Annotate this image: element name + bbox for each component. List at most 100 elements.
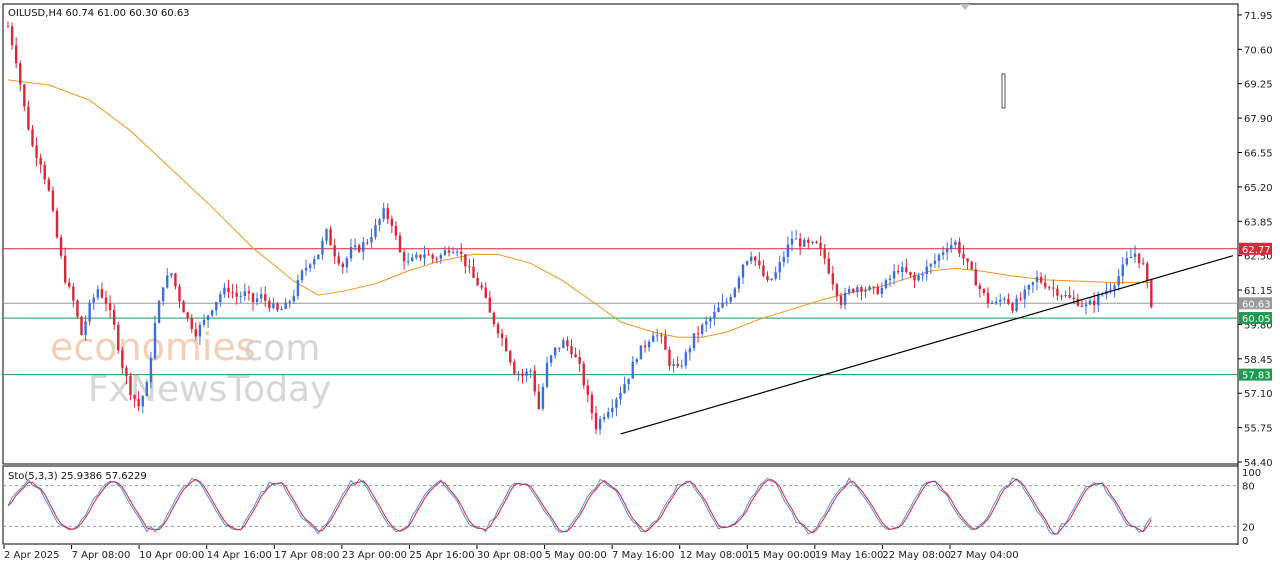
candle-body [398,235,402,253]
candle-body [1068,295,1071,298]
stochastic-oscillator [3,476,1238,535]
candle-body [386,208,389,219]
candle-body [500,333,504,339]
candle-body [1060,295,1063,297]
candle-body [545,362,549,387]
candle-body [880,288,884,294]
candle-body [717,307,720,313]
candle-body [615,399,618,408]
candle-body [125,367,128,376]
candle-body [215,301,218,311]
candle-body [913,275,916,281]
candle-body [578,357,581,364]
candle-body [100,289,104,298]
candle-body [1141,263,1145,265]
candle-body [1133,253,1137,257]
stoch-panel-frame [2,465,1239,545]
candle-body [917,275,920,281]
level-badge-label: 60.63 [1242,299,1271,310]
candle-body [558,347,561,349]
candle-body [733,288,737,297]
candle-body [664,335,667,350]
level-badge [1239,312,1272,325]
candle-body [431,254,434,259]
candle-body [676,364,679,367]
candle-body [104,297,108,304]
candle-body [1072,297,1075,300]
symbol-header: OILUSD,H4 60.74 61.00 60.30 60.63 [8,8,190,19]
candle-body [1056,288,1059,296]
candle-body [1084,304,1088,307]
candle-body [974,269,977,286]
candle-body [856,287,859,293]
candle-body [166,275,169,288]
candle-body [672,364,675,366]
candle-body [754,256,757,261]
candle-body [117,324,120,351]
candle-body [660,335,663,337]
candle-body [1137,253,1141,264]
candles [6,21,1153,435]
candle-body [815,241,818,243]
candle-body [945,249,949,253]
candle-body [1117,276,1120,286]
candle-body [6,26,10,28]
candle-body [333,245,336,257]
candle-body [566,340,569,347]
candle-body [529,370,532,372]
level-badge [1239,368,1272,381]
candle-body [901,267,904,272]
candle-body [537,391,541,409]
price-tick-label: 58.45 [1244,355,1273,366]
trend-line-segment[interactable] [620,255,1234,435]
candle-body [23,84,26,107]
candle-body [868,286,871,291]
candle-body [76,300,79,317]
candle-body [488,297,492,313]
candle-body [921,274,924,276]
candle-body [1097,294,1100,306]
candle-body [876,287,879,294]
candle-body [1003,298,1006,300]
candle-body [1052,287,1055,289]
candle-body [586,385,590,395]
price-tick-label: 57.10 [1244,389,1273,400]
candle-body [758,260,761,266]
watermark: economies .com FxNewsToday [50,325,331,410]
candle-body [1150,280,1153,308]
candle-body [19,63,22,85]
candle-body [598,419,602,430]
candle-body [774,272,777,279]
stoch-label: Sto(5,3,3) 25.9386 57.6229 [8,471,147,482]
candle-body [962,253,965,259]
candle-body [186,312,189,319]
candle-body [349,247,353,259]
time-tick-label: 30 Apr 08:00 [477,550,542,561]
candle-body [390,218,394,226]
time-tick-label: 7 May 16:00 [612,550,674,561]
candle-body [68,282,71,287]
candle-body [1101,294,1104,296]
time-tick-label: 25 Apr 16:00 [409,550,474,561]
candle-body [517,373,520,375]
candle-body [476,277,479,286]
candle-body [909,271,912,276]
price-tick-label: 55.75 [1244,424,1273,435]
candle-body [892,271,896,279]
candle-body [807,239,810,243]
price-tick-label: 61.15 [1244,286,1273,297]
trend-line[interactable] [620,255,1234,435]
candle-body [594,413,598,430]
candle-body [950,245,953,250]
candle-body [860,287,863,292]
time-tick-label: 17 Apr 08:00 [274,550,339,561]
candle-body [80,316,83,336]
candle-body [1129,256,1133,259]
candle-body [680,365,683,367]
candle-body [10,26,14,46]
marker-icon [1001,73,1006,109]
candle-body [415,254,418,258]
candle-body [582,363,585,386]
level-badge [1239,297,1272,310]
